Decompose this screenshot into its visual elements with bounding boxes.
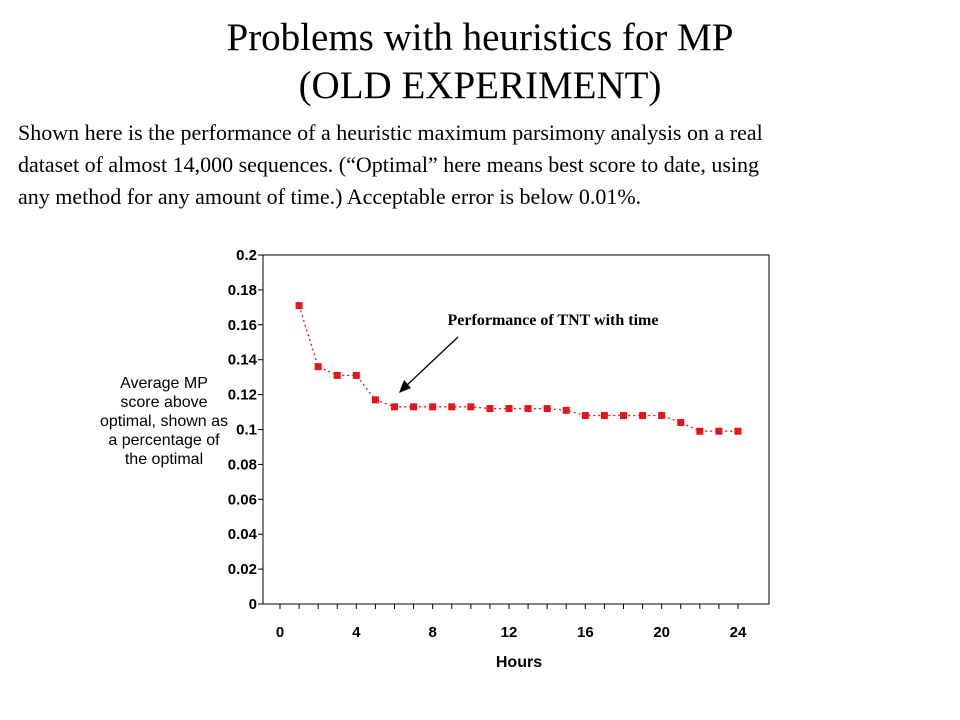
y-axis-label-line: a percentage of [108,432,220,449]
y-tick-label: 0.04 [228,526,258,543]
x-tick-label: 4 [352,624,361,641]
x-tick-label: 20 [653,624,670,641]
data-point [295,302,303,310]
data-point [734,427,742,435]
data-point [314,363,322,371]
data-point [639,412,647,420]
data-point [429,403,437,411]
data-point [352,371,360,379]
data-point [677,419,685,427]
y-tick-label: 0.16 [228,317,257,334]
data-point [448,403,456,411]
x-tick-label: 12 [501,624,518,641]
data-point [486,405,494,413]
data-point [410,403,418,411]
y-tick-label: 0.2 [236,247,257,264]
slide-title-line-1: Problems with heuristics for MP [226,16,734,59]
data-point [543,405,551,413]
y-axis-label-line: score above [120,394,207,411]
body-text-line-2: dataset of almost 14,000 sequences. (“Op… [18,152,760,177]
data-point [333,371,341,379]
series-markers [295,302,742,435]
y-tick-label: 0 [249,596,257,613]
x-tick-label: 24 [730,624,747,641]
data-point [581,412,589,420]
annotation-arrow [399,336,459,393]
body-text-line-3: any method for any amount of time.) Acce… [18,184,642,209]
y-tick-label: 0.02 [228,561,257,578]
y-tick-label: 0.1 [236,422,257,439]
y-tick-label: 0.06 [228,491,257,508]
y-axis: 0 0.02 0.04 0.06 0.08 0.1 0.12 0.14 0.16 0.18 0.2 [228,247,263,613]
slide-title-line-2: (OLD EXPERIMENT) [298,64,662,107]
data-point [696,427,704,435]
y-tick-label: 0.14 [228,352,258,369]
y-tick-label: 0.18 [228,282,257,299]
plot-area [262,254,770,605]
data-point [562,406,570,414]
data-point [371,396,379,404]
data-point [505,405,513,413]
annotation-label: Performance of TNT with time [448,312,659,329]
data-point [391,403,398,411]
y-axis-label-line: Average MP [120,375,208,392]
x-tick-label: 16 [577,624,594,641]
data-point [658,412,666,420]
x-axis: 0 4 8 12 16 20 24 [276,604,747,641]
y-tick-label: 0.08 [228,456,257,473]
body-text-line-1: Shown here is the performance of a heuri… [18,120,763,145]
data-point [524,405,532,413]
x-tick-label: 0 [276,624,284,641]
data-point [715,427,723,435]
y-axis-label-line: the optimal [125,451,203,468]
data-point [620,412,627,420]
x-axis-label: Hours [496,654,542,671]
x-tick-label: 8 [428,624,436,641]
data-point [600,412,608,420]
data-point [467,403,475,411]
y-axis-label: Average MP score above optimal, shown as a … [100,375,228,468]
y-tick-label: 0.12 [228,387,257,404]
y-axis-label-line: optimal, shown as [100,413,228,430]
